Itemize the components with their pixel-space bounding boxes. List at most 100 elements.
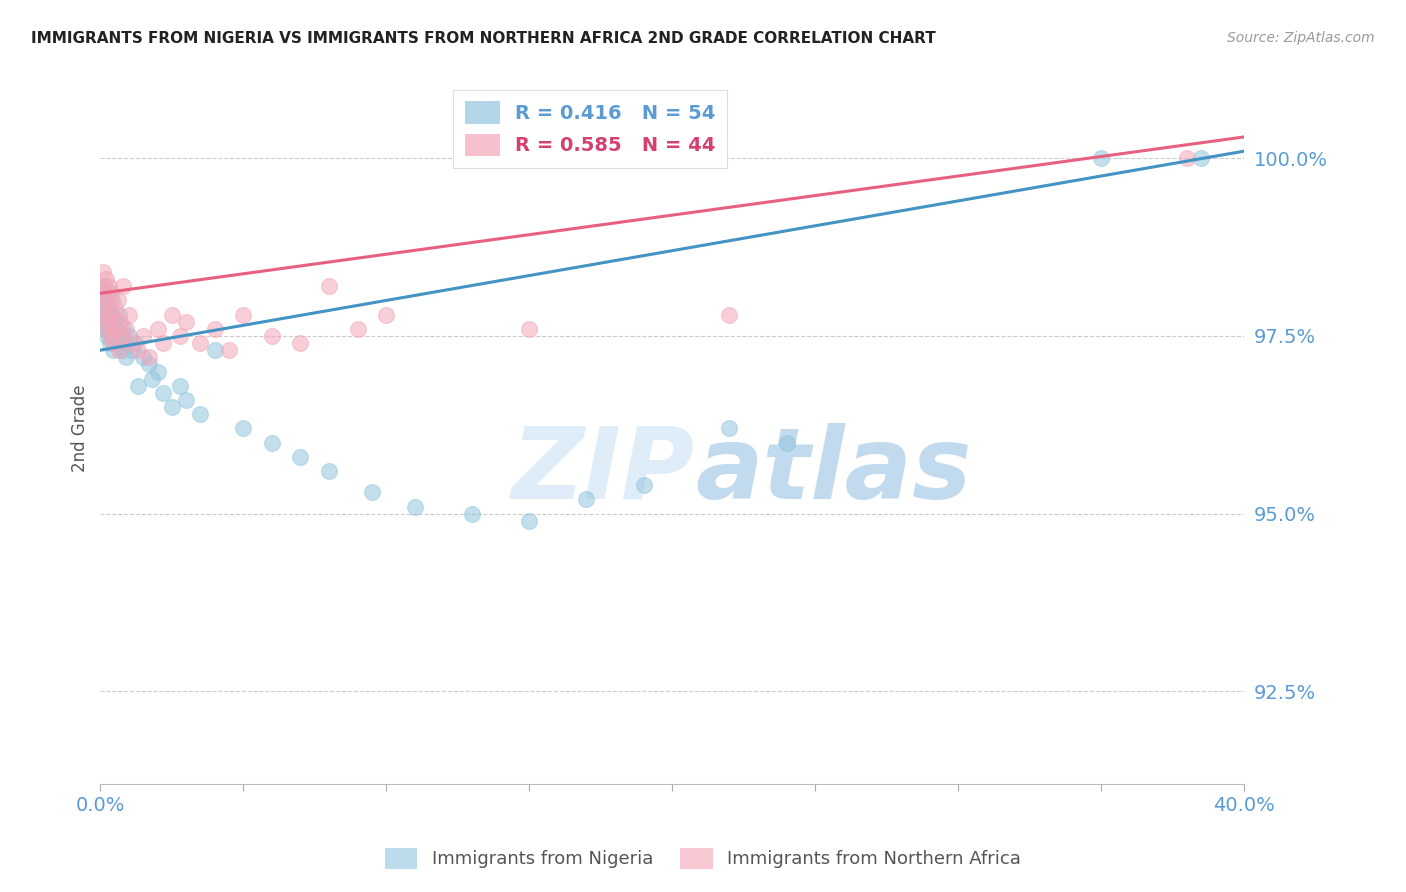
Point bbox=[101, 308, 124, 322]
Point bbox=[290, 336, 312, 351]
Point bbox=[260, 329, 283, 343]
Point bbox=[232, 308, 254, 322]
Point bbox=[112, 322, 135, 336]
Point bbox=[111, 329, 134, 343]
Point bbox=[98, 286, 121, 301]
Point bbox=[169, 329, 191, 343]
Point bbox=[461, 507, 484, 521]
Legend: Immigrants from Nigeria, Immigrants from Northern Africa: Immigrants from Nigeria, Immigrants from… bbox=[378, 840, 1028, 876]
Point bbox=[1175, 151, 1198, 165]
Point bbox=[105, 322, 128, 336]
Point bbox=[318, 464, 340, 478]
Point bbox=[138, 351, 160, 365]
Point bbox=[94, 272, 117, 286]
Text: Source: ZipAtlas.com: Source: ZipAtlas.com bbox=[1227, 31, 1375, 45]
Point bbox=[160, 400, 183, 414]
Point bbox=[152, 336, 174, 351]
Point bbox=[115, 322, 138, 336]
Point bbox=[124, 336, 146, 351]
Point bbox=[575, 492, 598, 507]
Point bbox=[290, 450, 312, 464]
Point bbox=[132, 329, 155, 343]
Point bbox=[98, 329, 121, 343]
Point bbox=[100, 308, 122, 322]
Point bbox=[169, 378, 191, 392]
Point bbox=[633, 478, 655, 492]
Point bbox=[93, 315, 115, 329]
Point bbox=[346, 322, 368, 336]
Point bbox=[93, 279, 115, 293]
Point bbox=[114, 336, 136, 351]
Point bbox=[1090, 151, 1112, 165]
Point bbox=[108, 308, 131, 322]
Point bbox=[232, 421, 254, 435]
Point bbox=[103, 343, 125, 358]
Point bbox=[718, 308, 741, 322]
Point bbox=[94, 308, 117, 322]
Point bbox=[101, 293, 124, 308]
Point bbox=[190, 336, 212, 351]
Point bbox=[115, 351, 138, 365]
Point bbox=[90, 279, 112, 293]
Point bbox=[103, 336, 125, 351]
Point bbox=[121, 336, 143, 351]
Point bbox=[127, 343, 149, 358]
Point bbox=[118, 308, 141, 322]
Point bbox=[94, 293, 117, 308]
Point bbox=[107, 336, 129, 351]
Point bbox=[91, 301, 114, 315]
Point bbox=[97, 301, 120, 315]
Point bbox=[218, 343, 240, 358]
Point bbox=[174, 315, 197, 329]
Point bbox=[375, 308, 398, 322]
Point bbox=[96, 308, 118, 322]
Point bbox=[105, 322, 128, 336]
Point bbox=[517, 322, 540, 336]
Point bbox=[91, 286, 114, 301]
Point bbox=[160, 308, 183, 322]
Text: atlas: atlas bbox=[695, 423, 972, 519]
Point bbox=[141, 371, 163, 385]
Point bbox=[104, 315, 127, 329]
Point bbox=[112, 279, 135, 293]
Point bbox=[93, 286, 115, 301]
Point bbox=[190, 407, 212, 421]
Point bbox=[775, 435, 797, 450]
Point bbox=[96, 322, 118, 336]
Point bbox=[104, 301, 127, 315]
Point bbox=[517, 514, 540, 528]
Point bbox=[152, 385, 174, 400]
Point bbox=[91, 265, 114, 279]
Point bbox=[110, 315, 132, 329]
Point bbox=[260, 435, 283, 450]
Point bbox=[96, 293, 118, 308]
Point bbox=[1189, 151, 1212, 165]
Point bbox=[361, 485, 384, 500]
Text: ZIP: ZIP bbox=[512, 423, 695, 519]
Point bbox=[97, 315, 120, 329]
Point bbox=[204, 343, 226, 358]
Legend: R = 0.416   N = 54, R = 0.585   N = 44: R = 0.416 N = 54, R = 0.585 N = 44 bbox=[453, 90, 727, 168]
Point bbox=[138, 358, 160, 372]
Point bbox=[97, 322, 120, 336]
Point bbox=[132, 351, 155, 365]
Point bbox=[204, 322, 226, 336]
Point bbox=[101, 329, 124, 343]
Point bbox=[111, 343, 134, 358]
Point bbox=[108, 343, 131, 358]
Point bbox=[404, 500, 426, 514]
Point bbox=[98, 336, 121, 351]
Point bbox=[127, 378, 149, 392]
Point bbox=[96, 329, 118, 343]
Point bbox=[118, 329, 141, 343]
Point bbox=[121, 343, 143, 358]
Point bbox=[90, 308, 112, 322]
Point bbox=[146, 322, 169, 336]
Point bbox=[107, 293, 129, 308]
Point bbox=[91, 301, 114, 315]
Text: IMMIGRANTS FROM NIGERIA VS IMMIGRANTS FROM NORTHERN AFRICA 2ND GRADE CORRELATION: IMMIGRANTS FROM NIGERIA VS IMMIGRANTS FR… bbox=[31, 31, 935, 46]
Point bbox=[100, 286, 122, 301]
Point bbox=[174, 392, 197, 407]
Point bbox=[97, 279, 120, 293]
Point bbox=[318, 279, 340, 293]
